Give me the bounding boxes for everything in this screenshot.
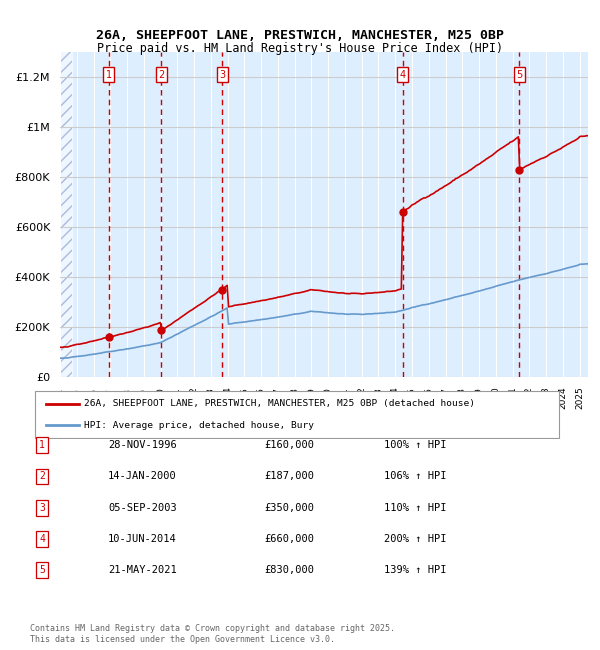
Text: 5: 5: [39, 565, 45, 575]
Text: 14-JAN-2000: 14-JAN-2000: [108, 471, 177, 482]
Text: £350,000: £350,000: [264, 502, 314, 513]
Text: 5: 5: [516, 70, 522, 80]
Text: 3: 3: [219, 70, 226, 80]
Bar: [60, 52, 72, 377]
Text: 21-MAY-2021: 21-MAY-2021: [108, 565, 177, 575]
Text: 10-JUN-2014: 10-JUN-2014: [108, 534, 177, 544]
Text: 28-NOV-1996: 28-NOV-1996: [108, 440, 177, 450]
Text: HPI: Average price, detached house, Bury: HPI: Average price, detached house, Bury: [84, 421, 314, 430]
Text: 4: 4: [39, 534, 45, 544]
Text: 200% ↑ HPI: 200% ↑ HPI: [384, 534, 446, 544]
Text: 26A, SHEEPFOOT LANE, PRESTWICH, MANCHESTER, M25 0BP (detached house): 26A, SHEEPFOOT LANE, PRESTWICH, MANCHEST…: [84, 399, 475, 408]
Text: 1: 1: [106, 70, 112, 80]
Text: Contains HM Land Registry data © Crown copyright and database right 2025.
This d: Contains HM Land Registry data © Crown c…: [30, 624, 395, 644]
Text: 2: 2: [39, 471, 45, 482]
Text: 3: 3: [39, 502, 45, 513]
Text: 05-SEP-2003: 05-SEP-2003: [108, 502, 177, 513]
Text: 4: 4: [400, 70, 406, 80]
Text: 1: 1: [39, 440, 45, 450]
Text: 26A, SHEEPFOOT LANE, PRESTWICH, MANCHESTER, M25 0BP: 26A, SHEEPFOOT LANE, PRESTWICH, MANCHEST…: [96, 29, 504, 42]
Text: 106% ↑ HPI: 106% ↑ HPI: [384, 471, 446, 482]
Text: 2: 2: [158, 70, 164, 80]
Text: 100% ↑ HPI: 100% ↑ HPI: [384, 440, 446, 450]
FancyBboxPatch shape: [35, 391, 559, 438]
Text: Price paid vs. HM Land Registry's House Price Index (HPI): Price paid vs. HM Land Registry's House …: [97, 42, 503, 55]
Text: £187,000: £187,000: [264, 471, 314, 482]
Text: £660,000: £660,000: [264, 534, 314, 544]
Text: £830,000: £830,000: [264, 565, 314, 575]
Text: 139% ↑ HPI: 139% ↑ HPI: [384, 565, 446, 575]
Bar: [60, 52, 72, 377]
Text: 110% ↑ HPI: 110% ↑ HPI: [384, 502, 446, 513]
Text: £160,000: £160,000: [264, 440, 314, 450]
